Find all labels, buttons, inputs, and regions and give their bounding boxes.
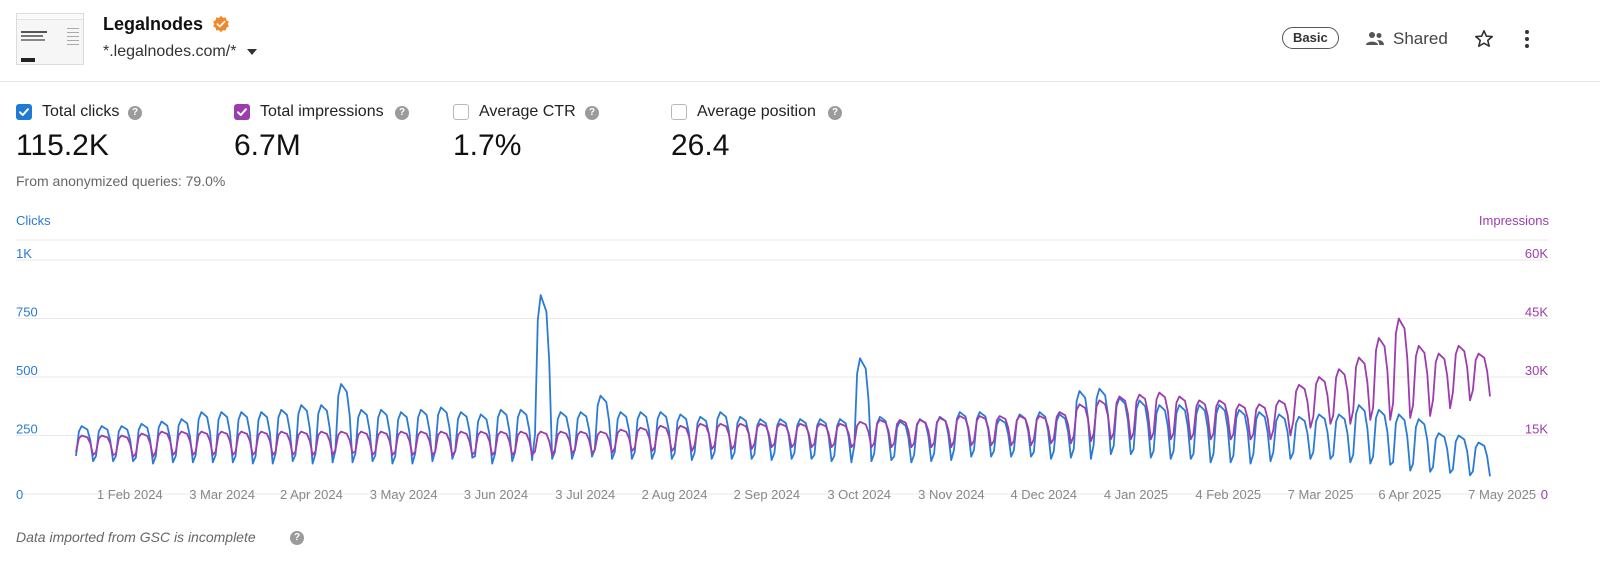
- people-icon[interactable]: [1366, 31, 1384, 46]
- checkbox-checked-icon[interactable]: [234, 104, 250, 120]
- x-tick-label: 2 Sep 2024: [734, 487, 801, 502]
- right-tick-label: 45K: [1525, 305, 1548, 320]
- x-tick-label: 4 Jan 2025: [1104, 487, 1168, 502]
- x-tick-label: 3 Nov 2024: [918, 487, 985, 502]
- x-tick-label: 3 Jun 2024: [464, 487, 528, 502]
- left-tick-label: 0: [16, 487, 23, 502]
- x-tick-label: 3 May 2024: [370, 487, 438, 502]
- x-tick-label: 3 Jul 2024: [555, 487, 615, 502]
- site-url-selector[interactable]: *.legalnodes.com/*: [103, 43, 237, 60]
- x-tick-label: 6 Apr 2025: [1378, 487, 1441, 502]
- checkbox-unchecked-icon[interactable]: [453, 104, 469, 120]
- checkbox-checked-icon[interactable]: [16, 104, 32, 120]
- metric-label: Total clicks: [42, 103, 120, 120]
- help-icon[interactable]: ?: [828, 106, 842, 120]
- left-tick-label: 250: [16, 422, 38, 437]
- plan-badge: Basic: [1282, 27, 1339, 49]
- left-tick-label: 500: [16, 363, 38, 378]
- checkbox-unchecked-icon[interactable]: [671, 104, 687, 120]
- left-tick-label: 750: [16, 305, 38, 320]
- more-options-icon[interactable]: [1519, 29, 1535, 49]
- right-tick-label: 60K: [1525, 246, 1548, 261]
- verified-badge-icon: [213, 15, 229, 33]
- help-icon[interactable]: ?: [585, 106, 599, 120]
- chevron-down-icon[interactable]: [247, 49, 257, 55]
- help-icon[interactable]: ?: [128, 106, 142, 120]
- anonymized-queries-note: From anonymized queries: 79.0%: [16, 173, 226, 189]
- metric-label: Total impressions: [260, 103, 384, 120]
- right-tick-label: 30K: [1525, 363, 1548, 378]
- x-tick-label: 2 Apr 2024: [280, 487, 343, 502]
- metric-value: 6.7M: [234, 129, 301, 162]
- help-icon[interactable]: ?: [290, 531, 304, 545]
- x-tick-label: 1 Feb 2024: [97, 487, 163, 502]
- star-icon[interactable]: [1474, 29, 1494, 49]
- help-icon[interactable]: ?: [395, 106, 409, 120]
- x-tick-label: 3 Mar 2024: [189, 487, 255, 502]
- x-tick-label: 3 Oct 2024: [827, 487, 891, 502]
- performance-chart[interactable]: 0 250 500 750 1K 0 15K 30K 45K 60K 1 Feb 2024 3 Mar…: [0, 230, 1600, 510]
- site-name: Legalnodes: [103, 14, 204, 34]
- x-tick-label: 4 Dec 2024: [1010, 487, 1077, 502]
- shared-button[interactable]: Shared: [1393, 29, 1448, 48]
- x-tick-label: 7 May 2025: [1468, 487, 1536, 502]
- metric-value: 1.7%: [453, 129, 522, 162]
- metric-value: 26.4: [671, 129, 730, 162]
- right-tick-label: 15K: [1525, 422, 1548, 437]
- x-tick-label: 4 Feb 2025: [1195, 487, 1261, 502]
- x-tick-label: 2 Aug 2024: [642, 487, 708, 502]
- impressions-series-line: [75, 317, 1491, 458]
- right-axis-title: Impressions: [1478, 213, 1549, 228]
- site-thumbnail[interactable]: [16, 13, 84, 65]
- metric-label: Average CTR: [479, 103, 576, 120]
- gsc-incomplete-note: Data imported from GSC is incomplete: [16, 529, 256, 545]
- left-tick-label: 1K: [16, 246, 32, 261]
- site-header: Legalnodes *.legalnodes.com/* Basic Shar…: [0, 0, 1600, 82]
- right-tick-label: 0: [1541, 487, 1548, 502]
- metric-label: Average position: [697, 103, 816, 120]
- metric-value: 115.2K: [16, 129, 109, 162]
- left-axis-title: Clicks: [16, 213, 51, 228]
- x-tick-label: 7 Mar 2025: [1288, 487, 1354, 502]
- clicks-series-line: [75, 294, 1491, 477]
